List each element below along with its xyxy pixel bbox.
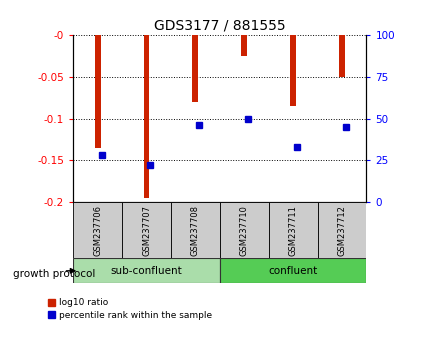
Bar (122, 202, 171, 258)
Bar (241, 35, 246, 56)
Legend: log10 ratio, percentile rank within the sample: log10 ratio, percentile rank within the … (47, 298, 212, 320)
Bar (219, 258, 366, 283)
Text: GSM237708: GSM237708 (190, 205, 200, 256)
Text: GSM237711: GSM237711 (288, 205, 297, 256)
Text: GSM237707: GSM237707 (142, 205, 150, 256)
Bar (73, 202, 122, 258)
Text: GSM237712: GSM237712 (337, 205, 346, 256)
Bar (143, 35, 149, 198)
Bar (171, 202, 219, 258)
Bar (289, 35, 295, 106)
Text: confluent: confluent (268, 266, 317, 276)
Text: GSM237710: GSM237710 (239, 205, 248, 256)
Text: growth protocol: growth protocol (13, 269, 95, 279)
Title: GDS3177 / 881555: GDS3177 / 881555 (154, 19, 285, 33)
Bar (73, 258, 219, 283)
Bar (268, 202, 317, 258)
Text: GSM237706: GSM237706 (93, 205, 102, 256)
Bar (192, 35, 198, 102)
Bar (219, 202, 268, 258)
Bar (317, 202, 365, 258)
Text: sub-confluent: sub-confluent (111, 266, 182, 276)
Bar (95, 35, 100, 148)
Bar (338, 35, 344, 77)
